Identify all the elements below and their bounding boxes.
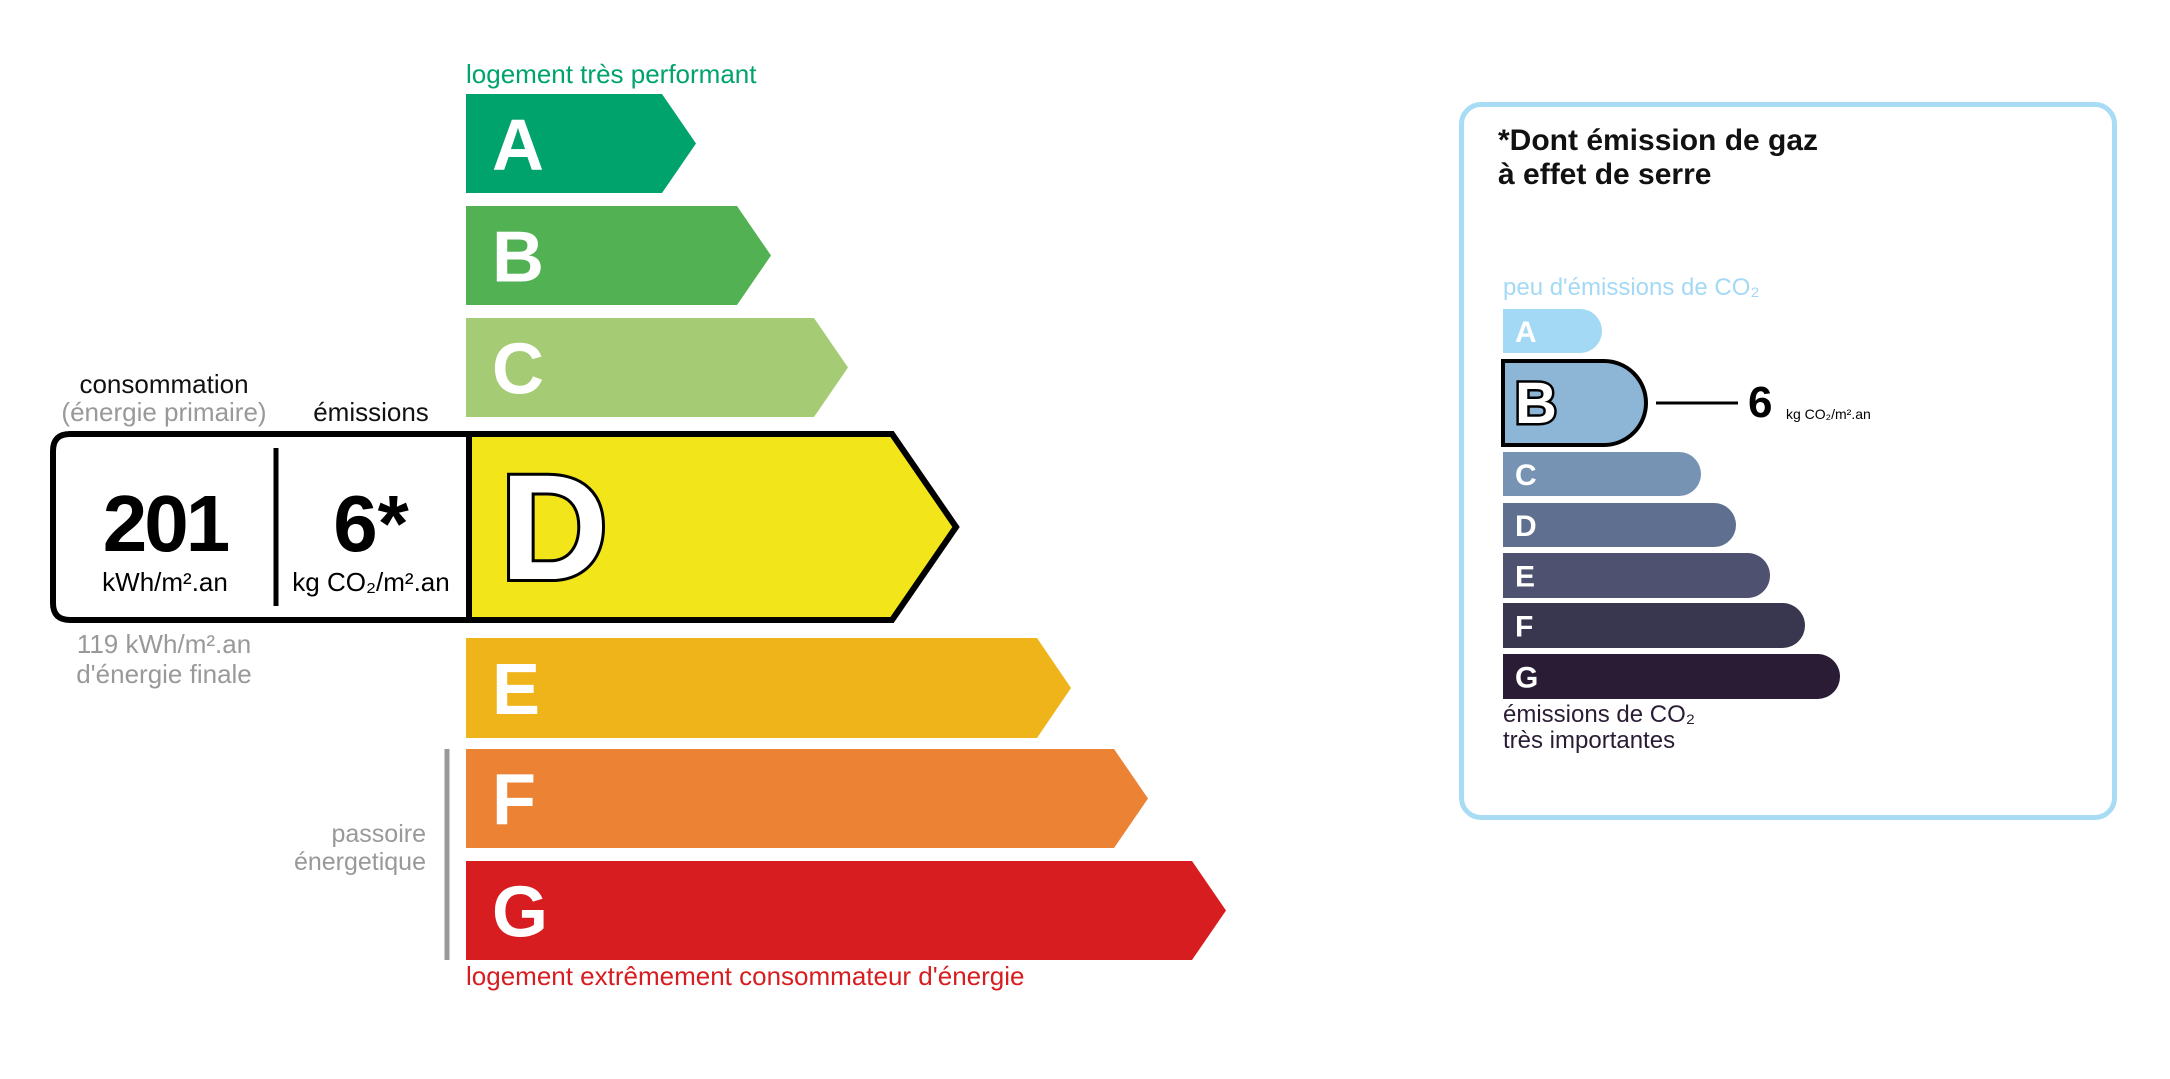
emissions-unit: kg CO₂/m².an	[292, 567, 450, 597]
ghg-letter-d: D	[1515, 510, 1537, 543]
consumption-unit: kWh/m².an	[102, 567, 228, 597]
passoire-line1: passoire	[331, 820, 427, 848]
emissions-label: émissions	[313, 397, 429, 427]
energy-bar-f	[466, 749, 1148, 848]
passoire-line2: énergetique	[293, 848, 426, 876]
consumption-label: consommation	[79, 369, 249, 399]
energy-bar-c	[466, 318, 848, 417]
energy-letter-e: E	[492, 650, 540, 730]
energy-bar-g	[466, 861, 1226, 960]
ghg-title-line1: *Dont émission de gaz	[1498, 124, 1819, 157]
ghg-letter-b: B	[1515, 371, 1557, 436]
passoire-label: passoire énergetique	[294, 820, 426, 876]
ghg-unit: kg CO₂/m².an	[1786, 406, 1871, 422]
energy-bar-a	[466, 94, 696, 193]
ghg-letter-g: G	[1515, 662, 1538, 695]
ghg-bar-b	[1501, 359, 1648, 447]
emissions-value: 6*	[333, 479, 409, 568]
ghg-value: 6	[1748, 378, 1773, 427]
ghg-bar-d	[1503, 503, 1736, 547]
ghg-bar-e	[1503, 553, 1771, 598]
energy-letter-g: G	[492, 873, 548, 953]
ghg-title: *Dont émission de gaz à effet de serre	[1498, 124, 1818, 192]
consumption-value: 201	[102, 479, 230, 568]
ghg-bottom-label: émissions de CO₂ très importantes	[1503, 702, 1695, 754]
ghg-letter-a: A	[1515, 316, 1537, 349]
energy-letter-b: B	[492, 218, 544, 298]
ghg-bottom-line2: très importantes	[1503, 727, 1676, 754]
final-energy-value: 119 kWh/m².an	[76, 629, 252, 659]
ghg-bottom-line1: émissions de CO₂	[1503, 701, 1696, 728]
ghg-title-line2: à effet de serre	[1498, 158, 1712, 191]
energy-bar-d	[466, 431, 960, 623]
energy-top-label: logement très performant	[466, 59, 757, 89]
ghg-bar-g	[1503, 654, 1840, 699]
energy-letter-f: F	[492, 761, 536, 841]
ghg-bar-c	[1503, 452, 1701, 496]
ghg-bar-f	[1503, 603, 1805, 648]
ghg-bar-a	[1503, 309, 1602, 353]
energy-letter-a: A	[492, 106, 544, 186]
energy-bottom-label: logement extrêmement consommateur d'éner…	[466, 961, 1025, 991]
ghg-letter-e: E	[1515, 561, 1535, 594]
energy-bar-b	[466, 206, 771, 305]
consumption-sublabel: (énergie primaire)	[61, 397, 267, 427]
ghg-letter-f: F	[1515, 611, 1533, 644]
energy-letter-c: C	[492, 330, 544, 410]
ghg-panel	[1459, 102, 2117, 820]
ghg-top-label: peu d'émissions de CO₂	[1503, 274, 1760, 301]
ghg-letter-c: C	[1515, 459, 1537, 492]
energy-bar-e	[466, 638, 1071, 738]
energy-letter-d: D	[500, 443, 608, 611]
final-energy-label: d'énergie finale	[76, 659, 252, 689]
